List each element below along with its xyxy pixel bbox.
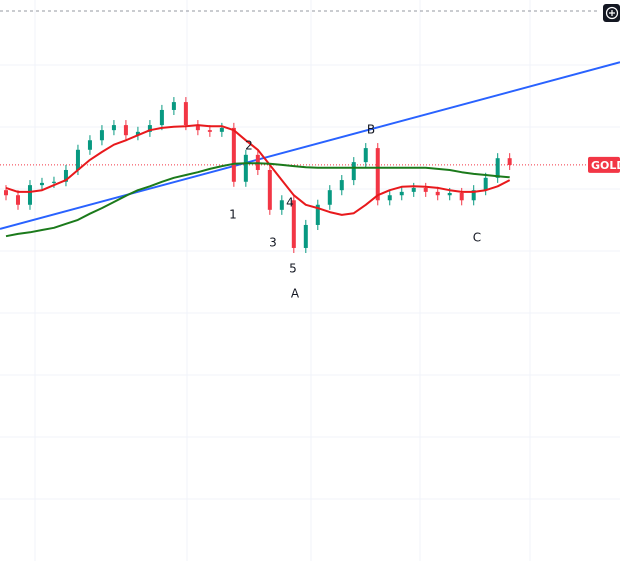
candle-body (507, 158, 512, 165)
candle-body (231, 127, 236, 182)
candle-body (315, 204, 320, 225)
candle-body (195, 125, 200, 131)
candle-body (219, 127, 224, 132)
wave-label: 5 (289, 262, 297, 276)
candle-body (63, 169, 68, 182)
candle-body (411, 187, 416, 192)
candle-body (39, 182, 44, 186)
wave-label: 4 (286, 196, 294, 210)
candle-body (327, 190, 332, 205)
candle-body (159, 109, 164, 126)
candle-body (75, 149, 80, 170)
candle-body (495, 158, 500, 178)
candle-body (123, 125, 128, 136)
candle-body (363, 148, 368, 163)
add-icon[interactable] (609, 10, 615, 16)
candle-body (147, 125, 152, 132)
candle-body (399, 191, 404, 196)
candle-body (3, 190, 8, 196)
candle-body (87, 140, 92, 150)
price-tag (588, 156, 620, 173)
add-button[interactable] (603, 4, 620, 22)
moving-average (5, 162, 510, 238)
candle-body (375, 148, 380, 201)
candle-body (447, 192, 452, 196)
symbol-label: GOLD (591, 159, 620, 172)
candle-body (291, 200, 296, 248)
wave-label: 2 (245, 139, 253, 153)
candle-body (183, 102, 188, 126)
add-icon[interactable] (605, 6, 619, 20)
candle-body (207, 130, 212, 132)
candle-body (351, 162, 356, 181)
wave-label: 3 (269, 236, 277, 250)
candle-body (435, 191, 440, 196)
candle-body (267, 169, 272, 210)
candle-body (387, 195, 392, 201)
candle-body (99, 130, 104, 141)
trendline (0, 61, 620, 230)
candle-body (483, 177, 488, 191)
candle-body (171, 102, 176, 110)
candle-body (243, 154, 248, 182)
candle-body (339, 180, 344, 191)
candle-body (423, 187, 428, 192)
candle-body (111, 125, 116, 131)
candle-body (51, 181, 56, 183)
candle-body (15, 195, 20, 205)
wave-label: B (367, 123, 375, 137)
moving-average (5, 124, 511, 216)
candle-body (459, 192, 464, 201)
wave-label: C (473, 231, 481, 245)
wave-label: A (291, 287, 300, 301)
candle-body (471, 190, 476, 201)
candle-body (279, 200, 284, 210)
wave-label: 1 (229, 208, 237, 222)
candle-body (303, 224, 308, 248)
candle-body (135, 131, 140, 136)
candle-body (27, 185, 32, 205)
